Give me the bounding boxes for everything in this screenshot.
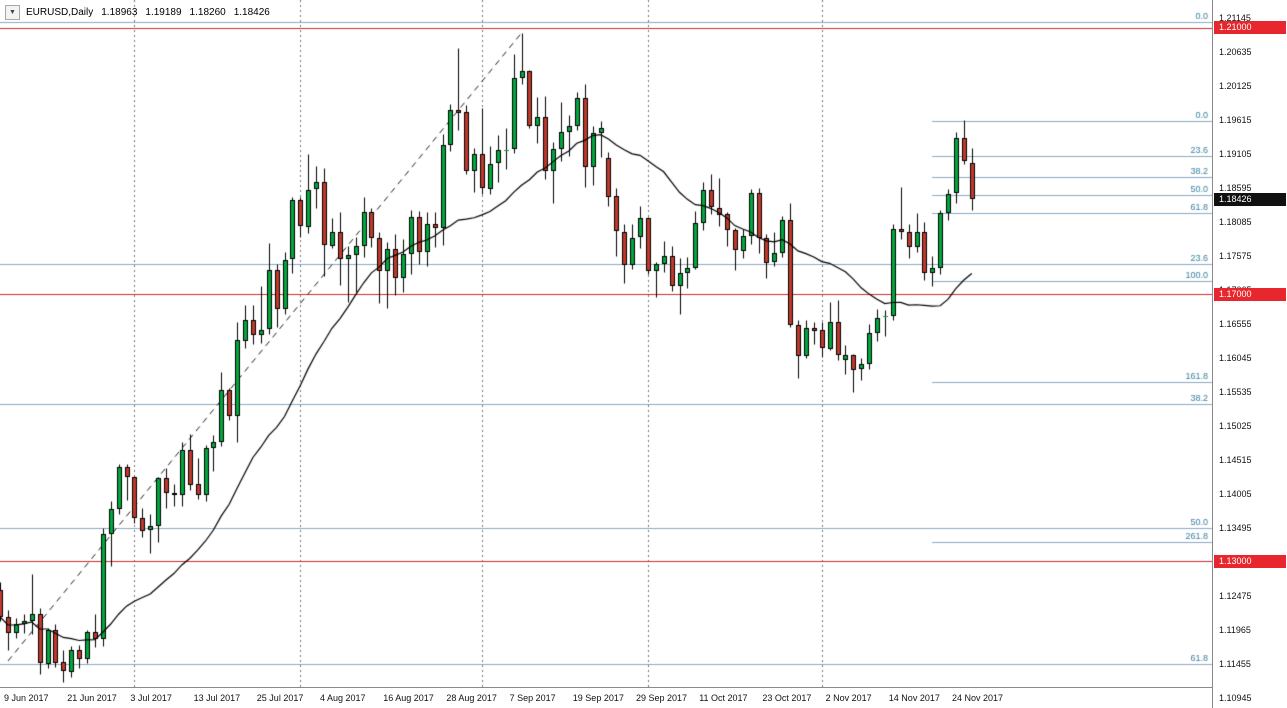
time-axis-label: 28 Aug 2017 [446, 693, 497, 703]
time-axis-label: 13 Jul 2017 [193, 693, 241, 703]
time-axis-label: 25 Jul 2017 [256, 693, 304, 703]
time-axis-label: 19 Sep 2017 [572, 693, 624, 703]
bar-high-value: 1.19189 [145, 7, 182, 18]
time-axis-label: 2 Nov 2017 [825, 693, 872, 703]
symbol-timeframe: EURUSD,Daily [26, 7, 94, 18]
price-axis-label: 1.21145 [1219, 13, 1251, 23]
time-axis-label: 16 Aug 2017 [383, 693, 434, 703]
chevron-down-icon[interactable]: ▼ [5, 5, 20, 20]
time-axis-label: 7 Sep 2017 [509, 693, 556, 703]
price-axis-label: 1.11965 [1219, 625, 1251, 635]
time-axis-label: 23 Oct 2017 [762, 693, 812, 703]
hline-price-tag: 1.13000 [1214, 554, 1286, 568]
time-axis-label: 29 Sep 2017 [636, 693, 688, 703]
price-axis-label: 1.14515 [1219, 455, 1252, 465]
price-axis-label: 1.18595 [1219, 183, 1252, 193]
price-axis-label: 1.10945 [1219, 693, 1252, 703]
current-price-tag: 1.18426 [1214, 192, 1286, 206]
time-axis-label: 3 Jul 2017 [130, 693, 172, 703]
price-axis-label: 1.19615 [1219, 115, 1252, 125]
bar-low-value: 1.18260 [189, 7, 226, 18]
price-axis-label: 1.13495 [1219, 523, 1252, 533]
time-axis[interactable]: 9 Jun 2017 21 Jun 2017 3 Jul 2017 13 Jul 20… [0, 687, 1212, 708]
bar-open-value: 1.18963 [101, 7, 138, 18]
price-axis-label: 1.15535 [1219, 387, 1252, 397]
hline-price-tag: 1.21000 [1214, 21, 1286, 35]
price-axis-label: 1.15025 [1219, 421, 1252, 431]
price-axis-label: 1.16045 [1219, 353, 1252, 363]
time-axis-label: 21 Jun 2017 [67, 693, 117, 703]
time-axis-label: 9 Jun 2017 [4, 693, 49, 703]
price-axis-label: 1.20635 [1219, 47, 1252, 57]
time-axis-label: 4 Aug 2017 [320, 693, 366, 703]
candlestick-plot[interactable] [0, 0, 1212, 687]
price-axis-label: 1.12475 [1219, 591, 1252, 601]
hline-price-tag: 1.17000 [1214, 287, 1286, 301]
price-axis[interactable]: 1.21145 1.20635 1.20125 1.19615 1.19105 1.185… [1212, 0, 1287, 708]
price-axis-label: 1.17575 [1219, 251, 1252, 261]
price-axis-label: 1.11455 [1219, 659, 1251, 669]
price-axis-label: 1.14005 [1219, 489, 1252, 499]
time-axis-label: 24 Nov 2017 [952, 693, 1004, 703]
price-axis-label: 1.18085 [1219, 217, 1252, 227]
bar-close-value: 1.18426 [233, 7, 270, 18]
price-axis-label: 1.16555 [1219, 319, 1252, 329]
price-axis-label: 1.19105 [1219, 149, 1252, 159]
time-axis-label: 11 Oct 2017 [699, 693, 748, 703]
price-axis-label: 1.20125 [1219, 81, 1252, 91]
symbol-ohlc-label: ▼ EURUSD,Daily 1.18963 1.19189 1.18260 1… [5, 5, 270, 20]
time-axis-label: 14 Nov 2017 [888, 693, 940, 703]
